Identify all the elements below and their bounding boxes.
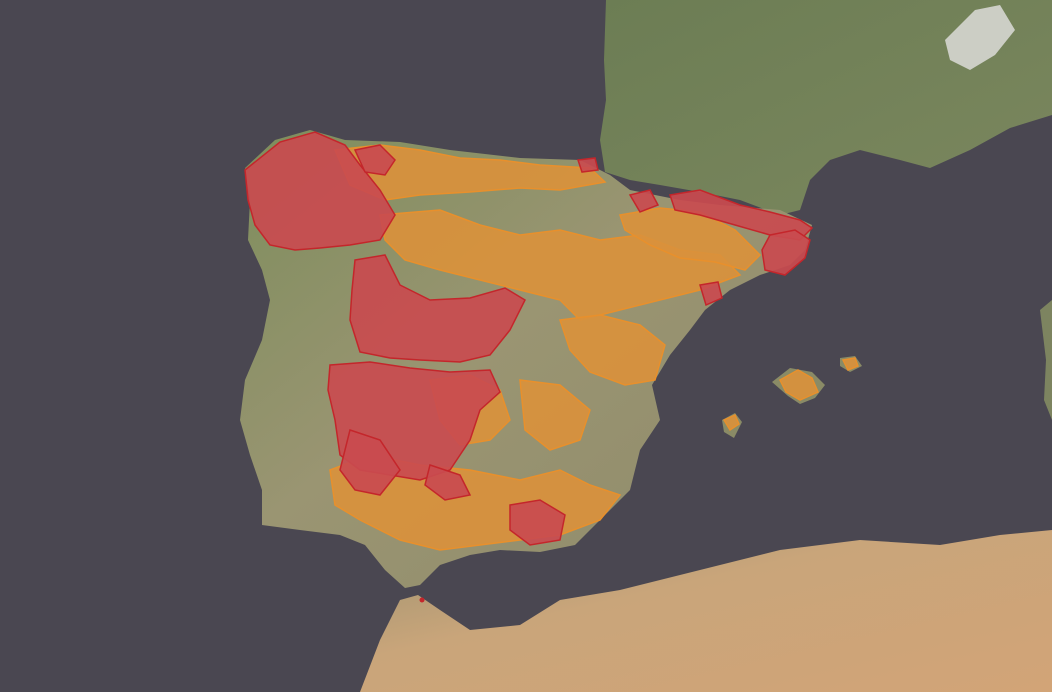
high-zone-castilla xyxy=(349,254,526,363)
north-africa-landmass xyxy=(360,530,1052,692)
medium-zone-ibiza xyxy=(722,414,740,432)
gibraltar-marker xyxy=(419,597,425,603)
medium-zone-levante xyxy=(519,379,591,451)
alps-snow xyxy=(945,5,1015,70)
medium-zone-aragon xyxy=(558,314,666,386)
france-landmass xyxy=(600,0,1052,215)
sardinia-edge xyxy=(1040,300,1052,420)
high-zone-navarra xyxy=(628,189,660,213)
medium-zone-menorca xyxy=(841,357,859,371)
high-zone-catalonia xyxy=(761,229,811,276)
high-zone-pyrenees xyxy=(669,189,814,241)
high-zone-andalucia-west xyxy=(339,429,401,496)
high-category-layer[interactable] xyxy=(244,131,814,546)
high-zone-granada xyxy=(509,499,566,546)
medium-zone-north xyxy=(333,144,607,201)
high-zone-galicia xyxy=(244,131,396,251)
medium-zone-duero xyxy=(379,209,742,321)
high-zone-tarragona xyxy=(699,281,723,307)
high-zone-cantabria xyxy=(576,157,599,173)
high-zone-asturias xyxy=(353,144,396,176)
high-zone-andalucia-center xyxy=(424,464,472,501)
medium-zone-mallorca xyxy=(779,369,819,401)
